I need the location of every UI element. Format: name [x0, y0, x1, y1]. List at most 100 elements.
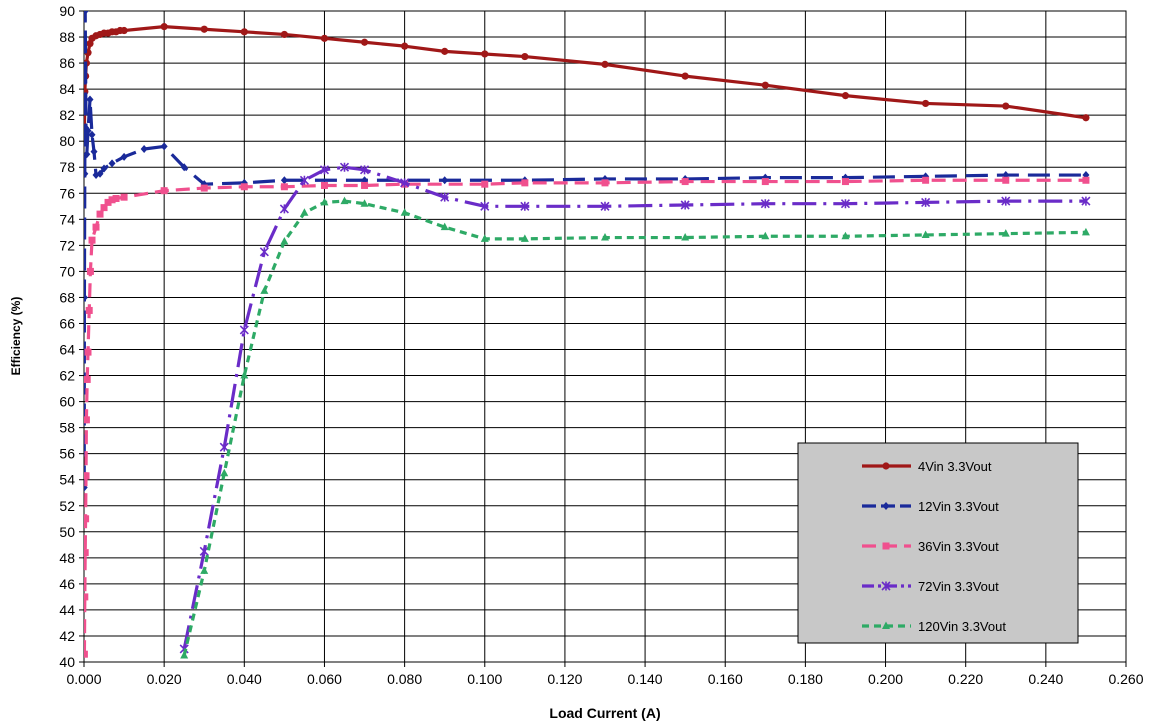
data-point — [120, 26, 128, 35]
data-point — [921, 197, 931, 207]
data-point — [92, 223, 100, 231]
legend-item: 4Vin 3.3Vout — [862, 459, 992, 474]
y-tick-label: 70 — [59, 263, 75, 279]
x-axis-ticks: 0.000 0.020 0.040 0.060 0.080 0.100 0.120 0.140… — [66, 662, 1144, 687]
legend-label: 120Vin 3.3Vout — [918, 619, 1006, 634]
data-point — [922, 176, 930, 184]
data-point — [240, 371, 249, 379]
data-point — [120, 193, 128, 201]
data-point — [160, 187, 168, 195]
data-point — [360, 199, 369, 207]
data-point — [240, 183, 248, 191]
data-point — [112, 194, 120, 202]
data-point — [680, 200, 690, 210]
x-tick-label: 0.100 — [467, 671, 502, 687]
data-point — [219, 442, 229, 452]
y-tick-label: 72 — [59, 237, 75, 253]
data-point — [280, 30, 288, 39]
y-tick-label: 56 — [59, 446, 75, 462]
data-point — [84, 650, 88, 658]
data-point — [84, 126, 92, 135]
data-point — [260, 286, 269, 294]
data-point — [200, 184, 208, 192]
data-point — [85, 306, 93, 314]
data-point — [200, 25, 208, 33]
data-point — [1002, 176, 1010, 184]
x-tick-label: 0.180 — [788, 671, 823, 687]
data-point — [300, 208, 309, 216]
data-point — [1081, 227, 1090, 236]
data-point — [108, 196, 116, 204]
data-point — [921, 230, 930, 238]
legend-item: 36Vin 3.3Vout — [862, 539, 999, 554]
data-point — [1001, 196, 1011, 206]
y-tick-label: 74 — [59, 211, 75, 227]
y-tick-label: 66 — [59, 315, 75, 331]
legend-label: 4Vin 3.3Vout — [918, 459, 992, 474]
y-tick-label: 40 — [59, 654, 75, 670]
data-point — [480, 234, 489, 242]
data-point — [480, 201, 490, 211]
legend-marker — [882, 621, 890, 629]
data-point — [84, 416, 90, 424]
data-point — [520, 234, 529, 242]
data-point — [1082, 176, 1090, 184]
data-point — [681, 72, 689, 80]
x-tick-label: 0.020 — [147, 671, 182, 687]
legend-label: 72Vin 3.3Vout — [918, 579, 999, 594]
data-point — [401, 42, 409, 50]
y-axis-title: Efficiency (%) — [9, 297, 23, 376]
data-point — [761, 81, 769, 89]
x-tick-label: 0.220 — [948, 671, 983, 687]
y-tick-label: 78 — [59, 159, 75, 175]
data-point — [320, 181, 328, 189]
data-point — [360, 38, 369, 46]
x-axis-title: Load Current (A) — [549, 705, 660, 721]
data-point — [84, 169, 89, 178]
data-point — [440, 222, 449, 231]
data-point — [259, 247, 269, 257]
grid — [83, 10, 1127, 663]
legend-marker — [882, 542, 890, 550]
y-tick-label: 62 — [59, 368, 75, 384]
data-point — [761, 178, 769, 186]
y-tick-label: 68 — [59, 289, 75, 305]
legend-item: 12Vin 3.3Vout — [862, 499, 999, 514]
x-tick-label: 0.240 — [1028, 671, 1063, 687]
data-point — [140, 145, 148, 154]
data-point — [400, 178, 410, 188]
data-point — [481, 50, 489, 58]
data-point — [520, 201, 530, 211]
legend-label: 36Vin 3.3Vout — [918, 539, 999, 554]
data-point — [84, 515, 90, 523]
y-tick-label: 84 — [59, 81, 75, 97]
data-point — [681, 233, 690, 241]
data-point — [100, 204, 108, 212]
data-point — [841, 92, 850, 100]
data-point — [84, 549, 89, 557]
data-point — [160, 142, 168, 151]
y-tick-label: 50 — [59, 524, 75, 540]
legend-marker — [882, 462, 890, 470]
data-point — [339, 162, 350, 172]
data-point — [1002, 102, 1010, 110]
data-point — [340, 196, 349, 205]
data-point — [761, 231, 770, 240]
x-tick-label: 0.000 — [66, 671, 101, 687]
legend-label: 12Vin 3.3Vout — [918, 499, 999, 514]
data-point — [400, 208, 409, 216]
y-tick-label: 58 — [59, 420, 75, 436]
series-4 — [180, 196, 1090, 659]
y-tick-label: 42 — [59, 628, 75, 644]
data-point — [1001, 229, 1010, 237]
y-tick-label: 82 — [59, 107, 75, 123]
data-point — [84, 11, 89, 15]
data-point — [96, 210, 104, 218]
y-tick-label: 76 — [59, 185, 75, 201]
data-point — [601, 60, 609, 68]
data-point — [441, 47, 449, 55]
data-point — [600, 201, 610, 211]
data-point — [840, 199, 851, 209]
x-tick-label: 0.260 — [1108, 671, 1143, 687]
data-point — [320, 197, 329, 206]
